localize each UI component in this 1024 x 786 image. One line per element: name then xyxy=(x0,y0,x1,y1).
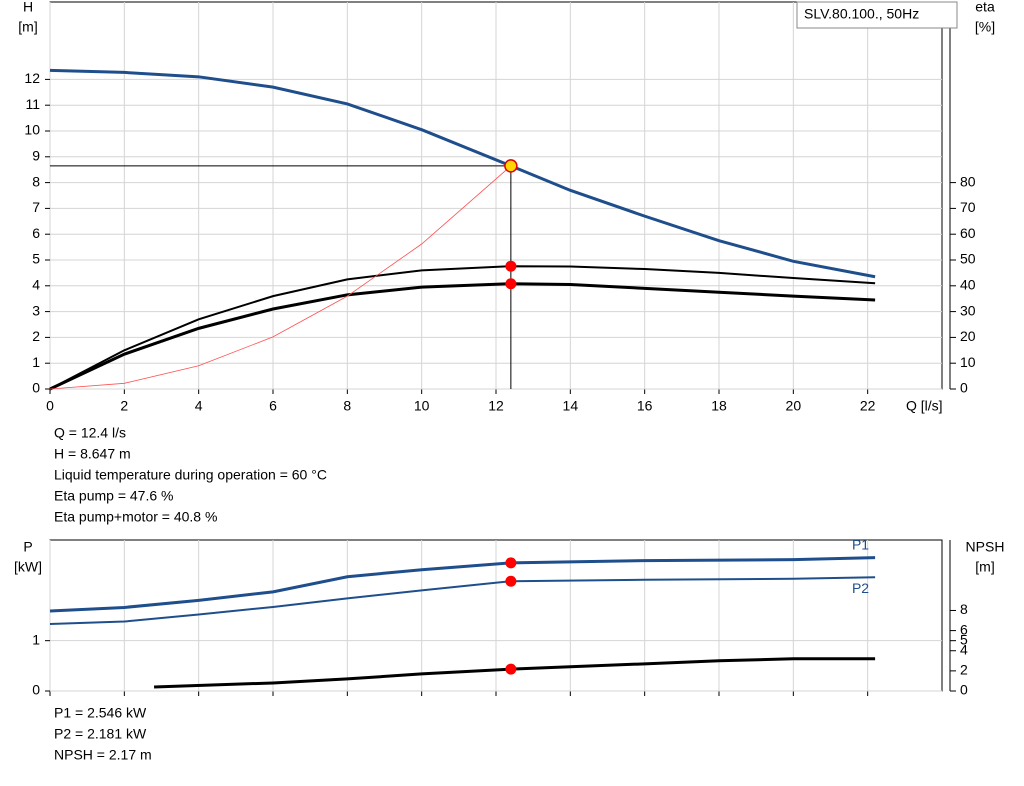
y-tick-label: 5 xyxy=(32,251,40,267)
y2-tick-label: 70 xyxy=(960,199,976,215)
y2-tick-label: 6 xyxy=(960,621,968,637)
y-axis-unit: [kW] xyxy=(14,559,42,575)
operating-point xyxy=(505,575,517,587)
y-tick-label: 0 xyxy=(32,682,40,698)
y-axis-label: H xyxy=(23,0,33,15)
x-tick-label: 6 xyxy=(269,398,277,414)
y-tick-label: 12 xyxy=(24,70,40,86)
x-tick-label: 16 xyxy=(637,398,653,414)
series-label: P2 xyxy=(852,580,869,596)
x-tick-label: 12 xyxy=(488,398,504,414)
y2-tick-label: 30 xyxy=(960,302,976,318)
y-axis-label: P xyxy=(23,539,32,555)
curve xyxy=(49,165,512,390)
y-tick-label: 6 xyxy=(32,225,40,241)
info-text: P2 = 2.181 kW xyxy=(54,726,147,742)
y2-tick-label: 2 xyxy=(960,662,968,678)
info-text: Eta pump+motor = 40.8 % xyxy=(54,509,217,525)
y2-tick-label: 4 xyxy=(960,641,968,657)
y-tick-label: 0 xyxy=(32,380,40,396)
curve xyxy=(49,556,876,613)
x-tick-label: 20 xyxy=(786,398,802,414)
y-tick-label: 2 xyxy=(32,328,40,344)
y2-tick-label: 8 xyxy=(960,601,968,617)
y2-tick-label: 40 xyxy=(960,277,976,293)
chart-title: SLV.80.100., 50Hz xyxy=(804,6,919,22)
info-text: Liquid temperature during operation = 60… xyxy=(54,467,327,483)
operating-point xyxy=(505,557,517,569)
info-text: Eta pump = 47.6 % xyxy=(54,488,173,504)
title-box xyxy=(796,1,958,29)
series-label: P1 xyxy=(852,536,869,552)
curve xyxy=(49,282,876,391)
y-tick-label: 3 xyxy=(32,302,40,318)
curve xyxy=(49,68,876,279)
x-tick-label: 0 xyxy=(46,398,54,414)
y-tick-label: 10 xyxy=(24,122,40,138)
y2-axis-unit: [%] xyxy=(975,19,995,35)
info-text: H = 8.647 m xyxy=(54,446,131,462)
x-tick-label: 14 xyxy=(563,398,579,414)
operating-point xyxy=(505,663,517,675)
operating-point xyxy=(505,260,517,272)
y-tick-label: 11 xyxy=(25,96,40,112)
y2-tick-label: 60 xyxy=(960,225,976,241)
curve xyxy=(49,265,876,390)
curve xyxy=(49,576,876,626)
y-tick-label: 1 xyxy=(32,354,40,370)
operating-point xyxy=(504,159,518,173)
y2-tick-label: 0 xyxy=(960,682,968,698)
y2-tick-label: 80 xyxy=(960,173,976,189)
info-text: Q = 12.4 l/s xyxy=(54,425,126,441)
x-tick-label: 4 xyxy=(195,398,203,414)
x-tick-label: 18 xyxy=(711,398,727,414)
x-tick-label: 2 xyxy=(120,398,128,414)
x-axis-label: Q [l/s] xyxy=(906,398,943,414)
x-tick-label: 10 xyxy=(414,398,430,414)
y2-axis-label: NPSH xyxy=(966,539,1005,555)
y2-tick-label: 5 xyxy=(960,631,968,647)
y-tick-label: 1 xyxy=(32,631,40,647)
y2-axis-label: eta xyxy=(975,0,995,15)
y-axis-unit: [m] xyxy=(18,19,37,35)
y2-tick-label: 0 xyxy=(960,380,968,396)
y-tick-label: 9 xyxy=(32,148,40,164)
x-tick-label: 22 xyxy=(860,398,876,414)
operating-point xyxy=(505,278,517,290)
y2-tick-label: 10 xyxy=(960,354,976,370)
y-tick-label: 8 xyxy=(32,173,40,189)
info-text: NPSH = 2.17 m xyxy=(54,747,152,763)
y-tick-label: 7 xyxy=(32,199,40,215)
y2-axis-unit: [m] xyxy=(975,559,994,575)
x-tick-label: 8 xyxy=(343,398,351,414)
y2-tick-label: 50 xyxy=(960,251,976,267)
y-tick-label: 4 xyxy=(32,277,40,293)
info-text: P1 = 2.546 kW xyxy=(54,705,147,721)
y2-tick-label: 20 xyxy=(960,328,976,344)
